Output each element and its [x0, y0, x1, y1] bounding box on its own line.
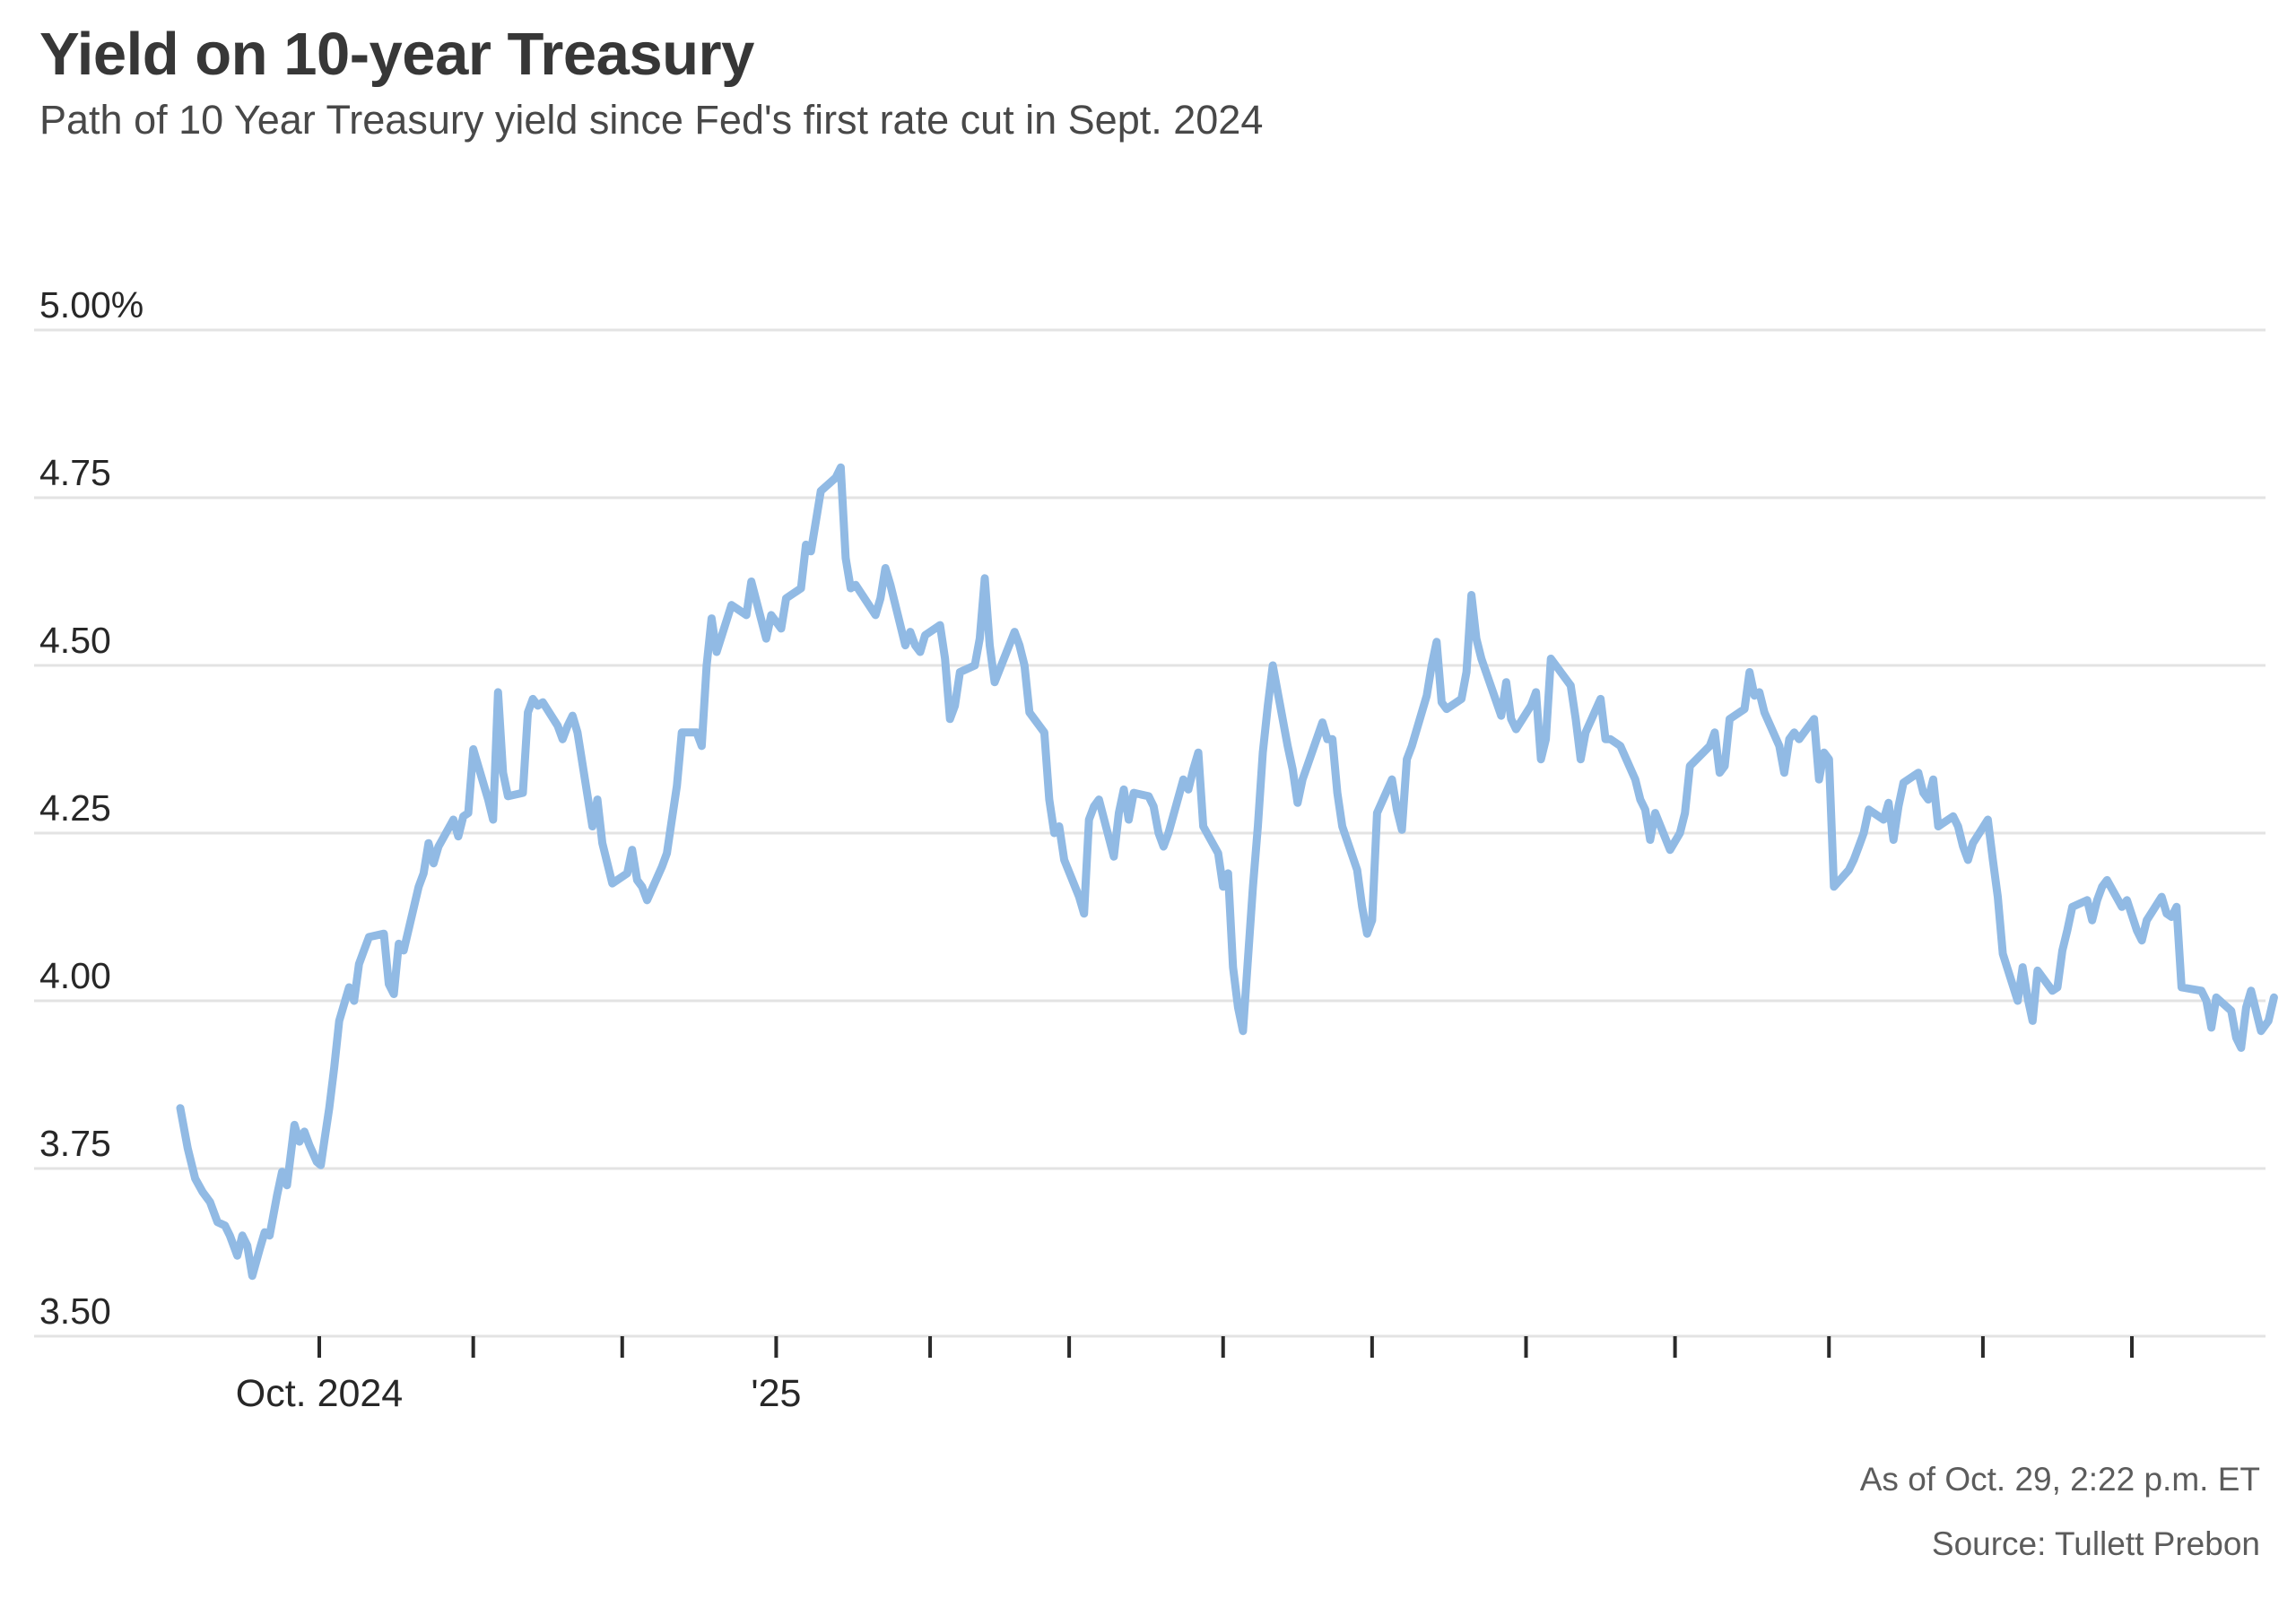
y-axis-tick-label: 4.25 [39, 787, 111, 829]
chart-subtitle: Path of 10 Year Treasury yield since Fed… [39, 97, 1264, 143]
chart-footnotes: As of Oct. 29, 2:22 p.m. ET Source: Tull… [1860, 1447, 2260, 1577]
y-axis-tick-label: 5.00% [39, 284, 144, 326]
y-axis-tick-label: 3.75 [39, 1123, 111, 1164]
y-axis-tick-label: 3.50 [39, 1290, 111, 1332]
yield-line [176, 463, 2278, 1281]
as-of-timestamp: As of Oct. 29, 2:22 p.m. ET [1859, 1461, 2260, 1498]
y-axis-tick-label: 4.75 [39, 452, 111, 493]
chart-title: Yield on 10-year Treasury [39, 21, 754, 88]
x-axis-tick-label: '25 [751, 1372, 801, 1415]
x-axis-tick-label: Oct. 2024 [236, 1372, 403, 1415]
y-axis-tick-label: 4.50 [39, 620, 111, 661]
source-attribution: Source: Tullett Prebon [1931, 1525, 2260, 1562]
y-axis-tick-label: 4.00 [39, 955, 111, 996]
